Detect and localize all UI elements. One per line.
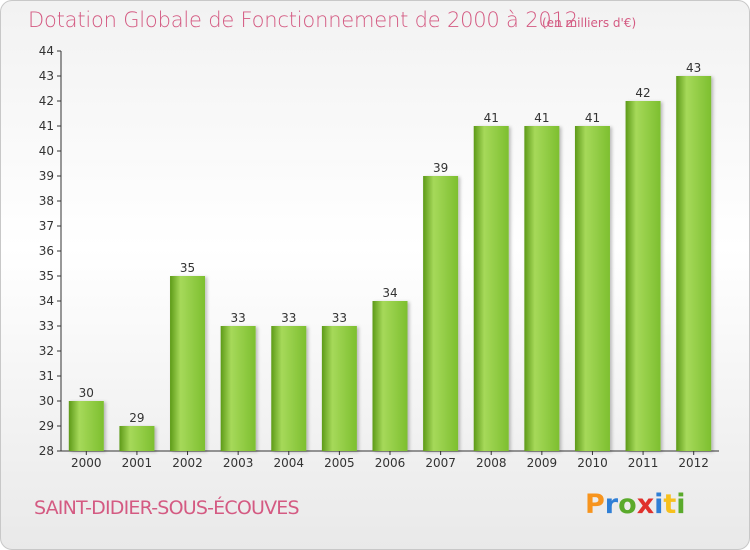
x-tick-label: 2007 — [425, 456, 456, 470]
y-tick-label: 34 — [39, 294, 54, 308]
logo-letter: t — [663, 489, 677, 520]
data-label: 39 — [433, 161, 448, 175]
data-label: 33 — [332, 311, 347, 325]
commune-name: SAINT-DIDIER-SOUS-ÉCOUVES — [34, 497, 300, 519]
y-tick-label: 29 — [39, 419, 54, 433]
bar-2003 — [220, 326, 256, 451]
logo-letter: o — [618, 489, 637, 520]
x-tick-label: 2012 — [678, 456, 709, 470]
x-tick-label: 2011 — [628, 456, 659, 470]
bar-2010 — [574, 126, 610, 451]
y-tick-label: 43 — [39, 69, 54, 83]
bar-2004 — [271, 326, 307, 451]
y-tick-label: 39 — [39, 169, 54, 183]
data-label: 35 — [180, 261, 195, 275]
x-tick-label: 2005 — [324, 456, 355, 470]
x-tick-label: 2003 — [223, 456, 254, 470]
x-tick-label: 2008 — [476, 456, 507, 470]
x-tick-label: 2009 — [527, 456, 558, 470]
x-tick-label: 2002 — [172, 456, 203, 470]
y-tick-label: 31 — [39, 369, 54, 383]
data-label: 33 — [231, 311, 246, 325]
y-tick-label: 28 — [39, 444, 54, 458]
bar-2008 — [473, 126, 509, 451]
y-tick-label: 35 — [39, 269, 54, 283]
data-label: 41 — [585, 111, 600, 125]
data-label: 33 — [281, 311, 296, 325]
x-tick-label: 2001 — [122, 456, 153, 470]
data-label: 29 — [129, 411, 144, 425]
bar-2012 — [676, 76, 712, 451]
chart-subtitle: (en milliers d'€) — [542, 16, 637, 30]
y-tick-label: 36 — [39, 244, 54, 258]
logo-letter: r — [604, 489, 619, 520]
data-label: 41 — [484, 111, 499, 125]
y-tick-label: 30 — [39, 394, 54, 408]
data-label: 41 — [534, 111, 549, 125]
chart-title: Dotation Globale de Fonctionnement de 20… — [28, 8, 578, 32]
x-tick-label: 2004 — [273, 456, 304, 470]
y-tick-label: 40 — [39, 144, 54, 158]
data-label: 43 — [686, 61, 701, 75]
data-label: 34 — [382, 286, 397, 300]
data-label: 42 — [635, 86, 650, 100]
y-tick-label: 33 — [39, 319, 54, 333]
bar-2001 — [119, 426, 155, 451]
logo-letter: x — [636, 489, 655, 520]
bar-2009 — [524, 126, 560, 451]
bar-2007 — [423, 176, 459, 451]
x-tick-label: 2000 — [71, 456, 102, 470]
y-tick-label: 41 — [39, 119, 54, 133]
y-tick-label: 32 — [39, 344, 54, 358]
x-tick-label: 2010 — [577, 456, 608, 470]
data-label: 30 — [79, 386, 94, 400]
x-tick-label: 2006 — [375, 456, 406, 470]
bar-2005 — [321, 326, 357, 451]
bar-2000 — [68, 401, 104, 451]
logo-letter: i — [676, 489, 686, 520]
bar-2006 — [372, 301, 408, 451]
y-tick-label: 44 — [39, 44, 54, 58]
logo-letter: P — [585, 489, 605, 520]
y-tick-label: 38 — [39, 194, 54, 208]
bar-2011 — [625, 101, 661, 451]
proxiti-logo[interactable]: Proxiti — [585, 489, 686, 520]
y-tick-label: 37 — [39, 219, 54, 233]
y-tick-label: 42 — [39, 94, 54, 108]
logo-letter: i — [654, 489, 664, 520]
bar-2002 — [170, 276, 206, 451]
